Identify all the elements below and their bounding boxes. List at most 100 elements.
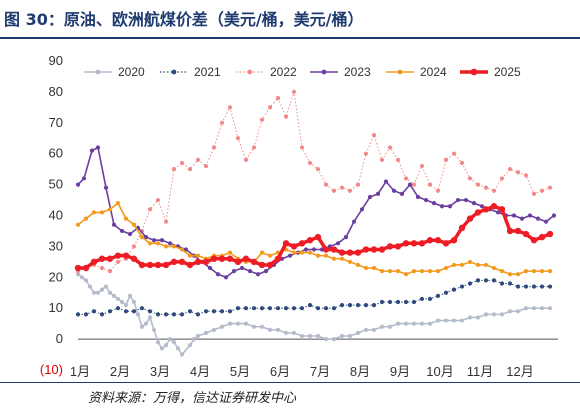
x-tick-label: 1月 [70,364,90,379]
series-2023-point [551,213,557,218]
series-2024-point [307,250,313,255]
series-2023-point [439,204,445,209]
series-2021-point [299,306,305,311]
series-2025-point [130,255,138,262]
series-2025-point [506,227,514,235]
series-2025-point [330,246,338,253]
legend-label-2022: 2022 [270,65,297,79]
series-2020-point [143,321,149,326]
series-2023-point [103,185,109,190]
series-2023-point [447,204,453,209]
series-2020-point [111,293,117,298]
series-2021-point [443,290,449,295]
series-2020-point [499,312,505,317]
series-2022-point [267,105,273,110]
series-2025-point [210,255,218,262]
series-2025-point [538,233,546,241]
series-2025-point [370,246,378,253]
series-2020-point [531,306,537,311]
series-2022-point [539,188,545,193]
series-2024-point [451,262,457,268]
series-2025-point [378,246,386,253]
footer-divider [0,382,580,383]
series-2021-point [531,284,537,289]
series-2023-point [247,269,253,274]
series-2022-point [163,219,169,224]
series-2023-point [255,272,261,277]
series-2020-line [77,273,550,356]
series-2020-point [171,340,177,345]
series-2024-point [347,259,353,264]
series-2021-point [123,309,129,314]
series-2024-point [419,269,425,274]
series-2022-point [179,160,185,166]
series-2024-point [435,269,441,274]
series-2020-point [443,318,449,323]
series-2021-point [195,312,201,317]
series-2024-point [355,262,361,268]
series-2020-point [315,333,321,339]
series-2021-point [387,299,393,305]
series-2025-point [306,237,314,244]
y-tick-label: 20 [49,269,63,284]
series-2021-point [483,278,489,283]
series-2020-point [211,327,217,332]
series-2020-point [79,275,85,280]
series-2024-point [499,269,505,274]
series-2020-point [131,299,137,305]
series-2020-point [427,321,433,326]
series-2022-point [435,188,441,193]
series-2021-point [155,312,161,317]
series-2022-point [147,207,153,212]
series-2024-point [115,201,121,206]
series-2020-point [135,312,141,317]
series-2024-point [339,256,345,261]
series-2024-point [131,222,137,227]
series-2020-point [323,337,329,342]
series-2025-point [226,255,234,262]
series-2020-point [451,318,457,323]
series-2023-point [89,148,95,153]
series-2025-point [346,249,354,256]
series-2020-point [159,346,165,351]
series-2020-point [347,333,353,339]
series-2025-point [298,240,306,247]
series-2020-point [507,309,513,314]
series-2023-point [351,219,357,224]
series-2025-point [106,255,114,262]
series-2023-point [223,275,229,280]
series-2025-point [402,240,410,247]
series-2020-point [379,324,385,329]
series-2020-point [91,290,97,295]
series-2025-point [282,240,290,247]
series-2021-point [475,278,481,283]
series-2021-point [427,296,433,302]
series-2025-point [498,206,506,213]
series-2020-point [99,287,105,292]
x-tick-label: 8月 [350,364,370,379]
x-tick-label: 12月 [506,364,533,379]
series-2024-point [163,244,169,249]
series-2020-point [523,306,529,311]
series-2021-point [131,309,137,314]
series-2023-point [327,244,333,249]
series-2021-point [283,306,289,311]
series-2022-point [363,151,369,156]
series-2022-point [307,160,313,166]
series-2021-point [259,306,265,311]
series-2020-point [175,346,181,351]
series-2023-point [455,197,461,203]
series-2022-point [395,157,401,162]
legend-marker-2022 [247,69,253,75]
series-2022-point [387,145,393,150]
series-2022-point [275,95,281,101]
series-2020-point [363,327,369,332]
series-2025-point [474,209,482,216]
series-2023-point [183,247,189,252]
series-2023-point [95,145,101,150]
y-tick-label: 50 [49,177,63,192]
series-2022-point [299,145,305,150]
series-2022-point [259,117,265,122]
series-2022-point [491,188,497,193]
legend-marker-2020 [95,69,101,75]
